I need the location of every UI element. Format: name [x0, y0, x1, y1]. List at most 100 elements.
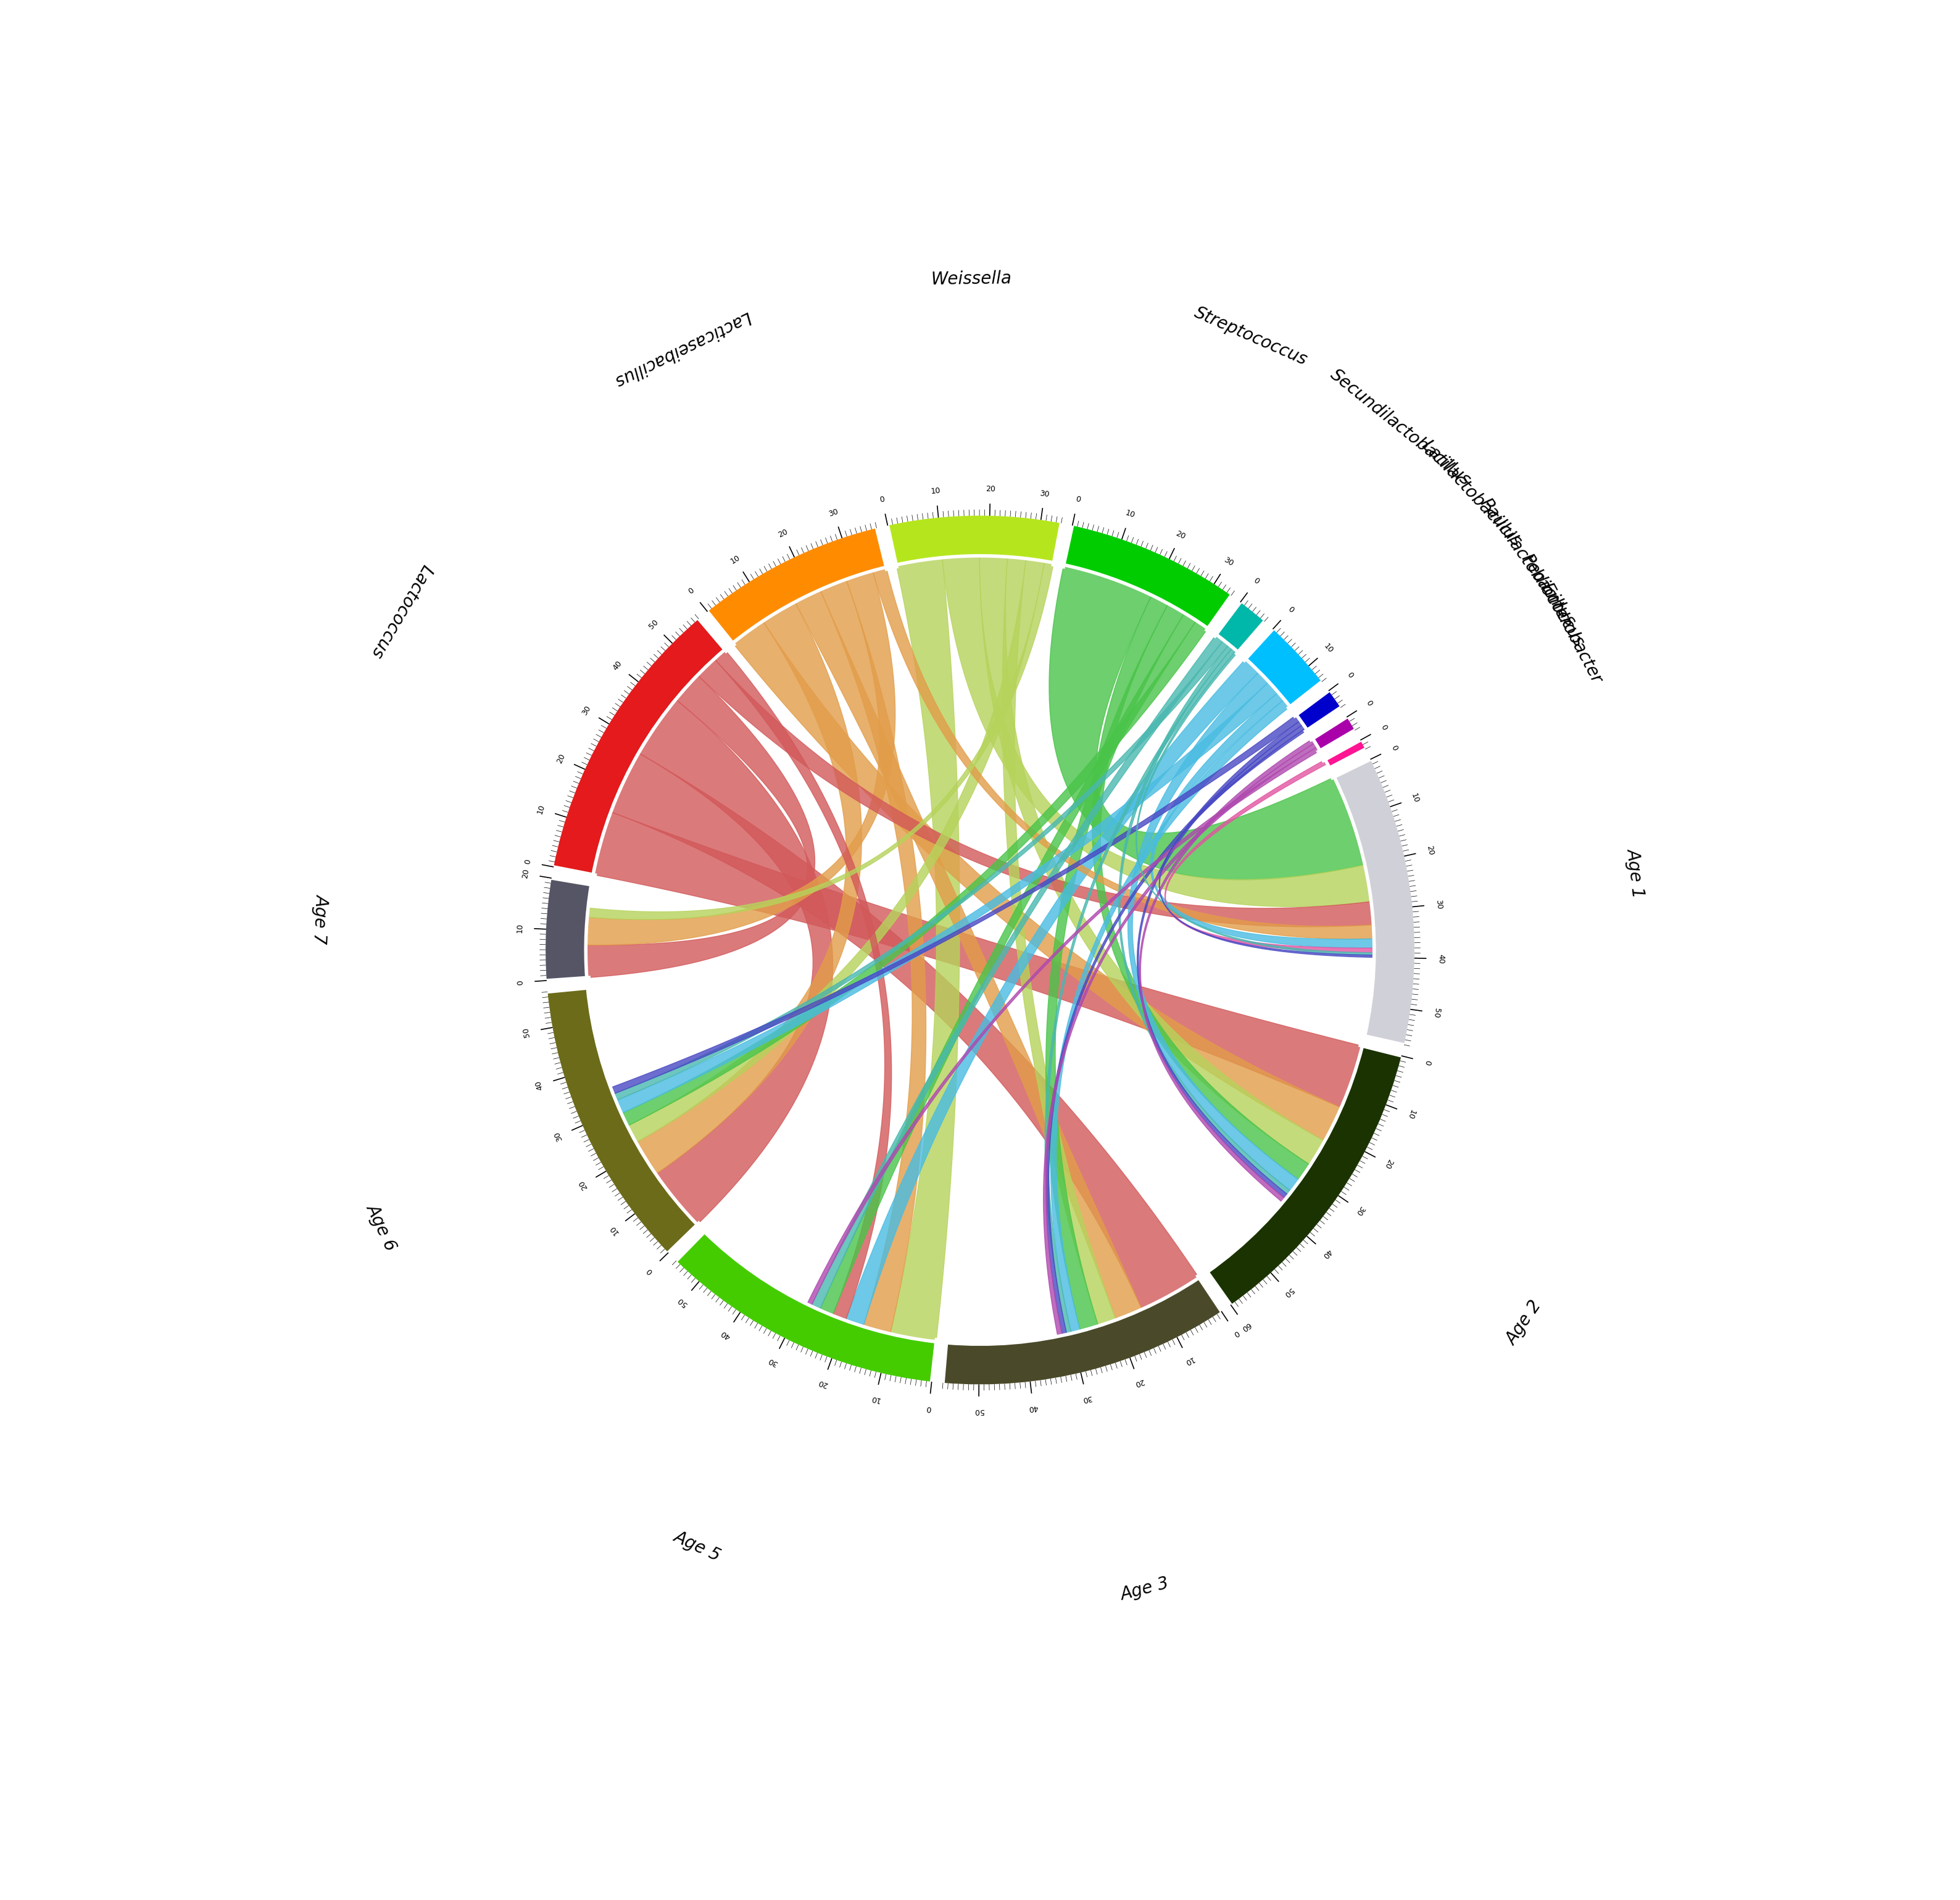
Text: 10: 10	[729, 553, 741, 566]
Text: 50: 50	[676, 1296, 688, 1307]
Wedge shape	[547, 988, 696, 1252]
Text: 10: 10	[1323, 642, 1335, 655]
Polygon shape	[610, 714, 1301, 1094]
Polygon shape	[809, 633, 1225, 1311]
Polygon shape	[584, 570, 896, 944]
Text: 30: 30	[580, 705, 592, 716]
Polygon shape	[586, 559, 1054, 920]
Wedge shape	[553, 619, 723, 874]
Text: 0: 0	[1345, 671, 1354, 680]
Text: 40: 40	[1437, 954, 1445, 963]
Text: 10: 10	[1405, 1108, 1415, 1121]
Polygon shape	[1137, 650, 1376, 956]
Text: 30: 30	[827, 507, 839, 519]
Polygon shape	[1127, 671, 1301, 1193]
Polygon shape	[613, 680, 1280, 1113]
Text: 20: 20	[1425, 845, 1435, 857]
Polygon shape	[1164, 758, 1376, 952]
Text: 20: 20	[1382, 1157, 1394, 1170]
Wedge shape	[943, 1279, 1221, 1385]
Polygon shape	[696, 657, 1376, 927]
Polygon shape	[806, 745, 1321, 1307]
Polygon shape	[612, 638, 1231, 1102]
Polygon shape	[1045, 646, 1237, 1336]
Text: 20: 20	[521, 868, 531, 880]
Polygon shape	[637, 699, 833, 1226]
Text: 20: 20	[555, 752, 566, 764]
Text: 10: 10	[1409, 792, 1421, 804]
Text: 0: 0	[1074, 496, 1082, 504]
Text: 0: 0	[515, 980, 525, 984]
Text: 60: 60	[1239, 1320, 1252, 1332]
Text: 0: 0	[925, 1404, 931, 1412]
Polygon shape	[610, 752, 1200, 1311]
Polygon shape	[1158, 728, 1376, 958]
Text: 0: 0	[645, 1267, 655, 1275]
Text: 40: 40	[719, 1328, 731, 1340]
Text: 20: 20	[776, 528, 790, 540]
Wedge shape	[1209, 1047, 1401, 1305]
Text: 0: 0	[1423, 1058, 1431, 1066]
Text: 50: 50	[647, 618, 661, 631]
Polygon shape	[794, 589, 1143, 1322]
Text: 0: 0	[878, 496, 886, 504]
Text: 10: 10	[535, 804, 547, 815]
Text: 40: 40	[535, 1079, 545, 1091]
Polygon shape	[872, 566, 1376, 939]
Text: Enterobacter: Enterobacter	[1537, 580, 1605, 686]
Text: 50: 50	[1282, 1286, 1296, 1298]
Text: 20: 20	[1174, 530, 1188, 541]
Wedge shape	[1337, 760, 1415, 1045]
Polygon shape	[1137, 720, 1305, 1201]
Wedge shape	[888, 515, 1060, 562]
Wedge shape	[708, 528, 886, 642]
Text: 0: 0	[1252, 576, 1260, 585]
Text: 0: 0	[1286, 604, 1296, 614]
Text: 20: 20	[1133, 1378, 1145, 1387]
Polygon shape	[1092, 593, 1311, 1182]
Polygon shape	[1047, 724, 1307, 1338]
Wedge shape	[545, 878, 590, 980]
Text: 50: 50	[1433, 1007, 1441, 1018]
Text: 10: 10	[1125, 509, 1137, 521]
Wedge shape	[1327, 741, 1366, 768]
Text: 0: 0	[1231, 1328, 1241, 1338]
Polygon shape	[980, 555, 1327, 1167]
Polygon shape	[625, 557, 1045, 1144]
Polygon shape	[1151, 692, 1376, 948]
Text: 0: 0	[1390, 743, 1399, 752]
Polygon shape	[1047, 602, 1186, 1332]
Text: 20: 20	[578, 1178, 590, 1191]
Polygon shape	[635, 600, 862, 1176]
Text: 0: 0	[523, 859, 531, 865]
Polygon shape	[1119, 644, 1294, 1197]
Polygon shape	[819, 578, 925, 1336]
Text: 10: 10	[608, 1224, 619, 1237]
Text: Age 1: Age 1	[1623, 847, 1646, 899]
Text: 30: 30	[1039, 488, 1051, 498]
Text: 20: 20	[986, 484, 996, 494]
Text: Secundilactobacillus: Secundilactobacillus	[1327, 367, 1474, 488]
Text: 30: 30	[1082, 1393, 1092, 1404]
Polygon shape	[713, 648, 892, 1322]
Wedge shape	[1298, 692, 1341, 730]
Text: 10: 10	[515, 923, 523, 933]
Text: 40: 40	[1027, 1402, 1039, 1412]
Text: Streptococcus: Streptococcus	[1192, 304, 1309, 369]
Text: Weissella: Weissella	[931, 270, 1011, 289]
Text: 30: 30	[1354, 1205, 1366, 1216]
Text: 40: 40	[1321, 1246, 1333, 1260]
Text: Age 6: Age 6	[363, 1201, 400, 1254]
Text: 20: 20	[817, 1378, 829, 1389]
Text: Lacticaseibacillus: Lacticaseibacillus	[612, 308, 755, 389]
Text: Pediococcus: Pediococcus	[1517, 551, 1588, 650]
Text: 0: 0	[1378, 724, 1388, 731]
Wedge shape	[1315, 716, 1354, 750]
Text: Age 3: Age 3	[1119, 1575, 1170, 1604]
Polygon shape	[592, 811, 1364, 1108]
Text: 10: 10	[870, 1393, 880, 1404]
Text: 50: 50	[974, 1406, 984, 1416]
Polygon shape	[1049, 562, 1366, 880]
Polygon shape	[1051, 699, 1292, 1336]
Polygon shape	[1002, 555, 1117, 1328]
